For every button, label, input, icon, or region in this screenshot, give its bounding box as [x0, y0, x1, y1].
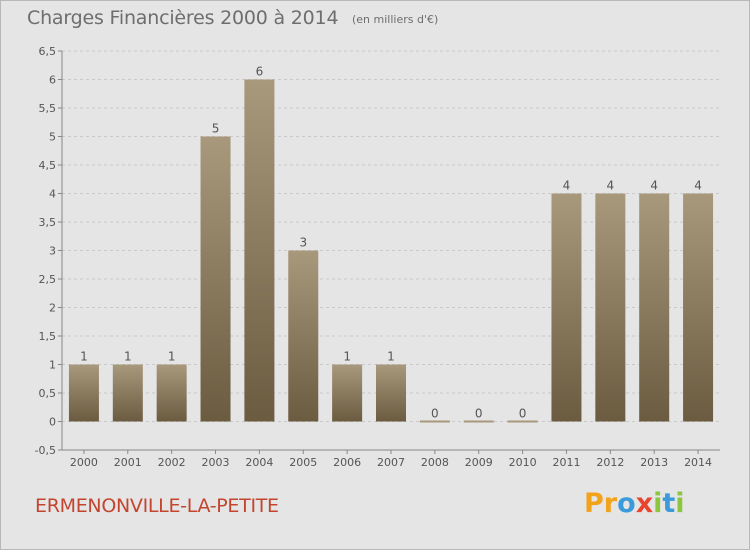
x-tick-label: 2009	[465, 456, 493, 469]
bar-value-label: 6	[256, 65, 264, 79]
y-tick-label: -0,5	[35, 444, 56, 457]
proxiti-logo[interactable]: Proxiti	[584, 488, 685, 519]
bar-value-label: 0	[519, 407, 527, 421]
logo-letter: r	[603, 488, 618, 519]
logo-letter: t	[662, 488, 676, 519]
y-tick-label: 1	[49, 359, 56, 372]
bar-value-label: 1	[124, 350, 132, 364]
bar	[419, 420, 450, 423]
bar	[639, 193, 670, 422]
x-tick-label: 2008	[421, 456, 449, 469]
x-tick-label: 2000	[70, 456, 98, 469]
x-tick-label: 2014	[684, 456, 712, 469]
bar	[332, 364, 363, 422]
y-tick-label: 3,5	[39, 216, 57, 229]
y-tick-label: 4,5	[39, 159, 57, 172]
x-tick-label: 2013	[640, 456, 668, 469]
y-tick-label: 2,5	[39, 273, 57, 286]
logo-letter: i	[653, 488, 663, 519]
commune-name: ERMENONVILLE-LA-PETITE	[35, 495, 279, 517]
x-tick-label: 2006	[333, 456, 361, 469]
y-tick-label: 5	[49, 131, 56, 144]
x-tick-label: 2003	[202, 456, 230, 469]
bar-value-label: 0	[475, 407, 483, 421]
x-tick-label: 2001	[114, 456, 142, 469]
bar-value-label: 4	[563, 179, 571, 193]
y-tick-label: 6,5	[39, 45, 57, 58]
bar-value-label: 1	[387, 350, 395, 364]
bar-value-label: 4	[607, 179, 615, 193]
bar-value-label: 4	[694, 179, 702, 193]
bar	[156, 364, 187, 422]
bar	[200, 136, 231, 422]
y-tick-label: 4	[49, 188, 56, 201]
bar	[595, 193, 626, 422]
y-tick-label: 6	[49, 74, 56, 87]
chart-subtitle: (en milliers d'€)	[352, 13, 439, 26]
bar	[551, 193, 582, 422]
bar-value-label: 1	[80, 350, 88, 364]
bar	[507, 420, 538, 423]
bar-value-label: 5	[212, 122, 220, 136]
bar	[112, 364, 143, 422]
bar-value-label: 1	[343, 350, 351, 364]
y-tick-label: 0	[49, 416, 56, 429]
logo-letter: P	[584, 488, 604, 519]
x-tick-label: 2002	[158, 456, 186, 469]
x-tick-label: 2005	[289, 456, 317, 469]
y-tick-label: 5,5	[39, 102, 57, 115]
x-tick-label: 2010	[509, 456, 537, 469]
bar	[68, 364, 99, 422]
bar	[376, 364, 406, 422]
bar-value-label: 4	[650, 179, 658, 193]
x-tick-label: 2007	[377, 456, 405, 469]
bar-value-label: 3	[299, 236, 307, 250]
chart-title: Charges Financières 2000 à 2014	[27, 7, 339, 29]
x-tick-label: 2004	[245, 456, 273, 469]
y-tick-label: 0,5	[39, 387, 57, 400]
y-tick-label: 3	[49, 245, 56, 258]
logo-letter: x	[635, 488, 654, 519]
y-tick-label: 2	[49, 302, 56, 315]
bar	[288, 250, 319, 422]
x-tick-label: 2012	[596, 456, 624, 469]
bar	[244, 79, 275, 422]
bar	[463, 420, 494, 423]
y-tick-label: 1,5	[39, 330, 57, 343]
x-tick-label: 2011	[552, 456, 580, 469]
logo-letter: o	[617, 488, 636, 519]
bar	[683, 193, 714, 422]
logo-letter: i	[675, 488, 685, 519]
bar-value-label: 0	[431, 407, 439, 421]
bar-value-label: 1	[168, 350, 176, 364]
